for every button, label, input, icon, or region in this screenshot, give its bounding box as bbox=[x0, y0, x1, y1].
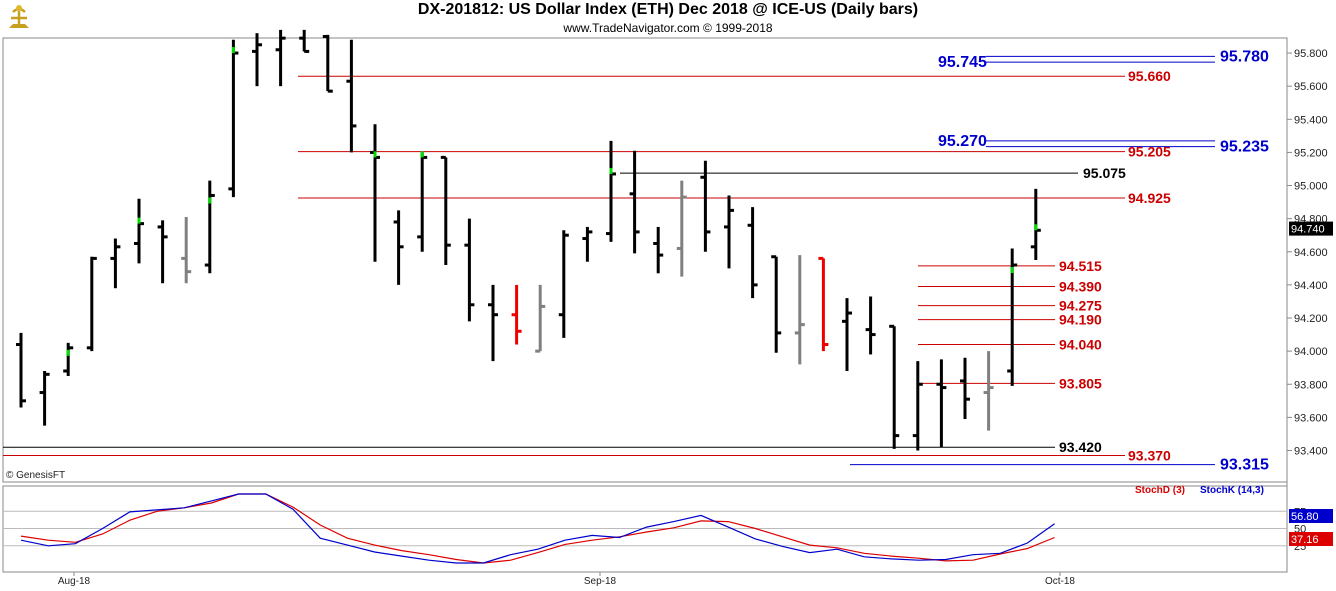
chart-title: DX-201812: US Dollar Index (ETH) Dec 201… bbox=[417, 1, 919, 18]
y-tick-label: 93.800 bbox=[1294, 379, 1328, 391]
level-label: 95.745 bbox=[938, 54, 987, 71]
stochK-value: 56.80 bbox=[1291, 511, 1319, 523]
tradenavigator-logo-icon bbox=[3, 2, 35, 32]
y-tick-label: 95.600 bbox=[1294, 81, 1328, 93]
stochK-value-box bbox=[1289, 509, 1333, 523]
level-label: 93.805 bbox=[1059, 375, 1102, 391]
x-tick-label: Sep-18 bbox=[584, 576, 617, 587]
level-label: 93.370 bbox=[1128, 447, 1171, 463]
x-tick-label: Oct-18 bbox=[1045, 576, 1075, 587]
level-label: 95.270 bbox=[938, 133, 987, 150]
y-tick-label: 95.000 bbox=[1294, 181, 1328, 193]
stochD-value: 37.16 bbox=[1291, 534, 1319, 546]
y-tick-label: 93.400 bbox=[1294, 446, 1328, 458]
genesis-watermark: © GenesisFT bbox=[6, 470, 65, 481]
last-price-label: 94.740 bbox=[1291, 224, 1325, 236]
y-tick-label: 93.600 bbox=[1294, 412, 1328, 424]
level-label: 94.515 bbox=[1059, 258, 1102, 274]
stoch-legend-k: StochK (14,3) bbox=[1200, 485, 1264, 496]
level-label: 95.075 bbox=[1083, 165, 1126, 181]
chart-subtitle: www.TradeNavigator.com © 1999-2018 bbox=[563, 21, 773, 35]
y-tick-label: 95.200 bbox=[1294, 147, 1328, 159]
level-label: 95.235 bbox=[1220, 139, 1269, 156]
level-label: 94.390 bbox=[1059, 279, 1102, 295]
x-tick-label: Aug-18 bbox=[58, 576, 91, 587]
price-panel bbox=[2, 37, 1288, 483]
level-label: 94.190 bbox=[1059, 312, 1102, 328]
y-tick-label: 94.600 bbox=[1294, 247, 1328, 259]
level-label: 95.205 bbox=[1128, 144, 1171, 160]
level-label: 94.925 bbox=[1128, 190, 1171, 206]
stochD-value-box bbox=[1289, 532, 1333, 546]
stochK-line bbox=[20, 493, 1055, 564]
level-label: 94.275 bbox=[1059, 298, 1102, 314]
last-price-box bbox=[1289, 221, 1333, 236]
stochD-line bbox=[20, 493, 1055, 564]
y-tick-label: 94.200 bbox=[1294, 313, 1328, 325]
level-label: 95.780 bbox=[1220, 48, 1269, 65]
y-tick-label: 95.800 bbox=[1294, 48, 1328, 60]
y-tick-label: 94.400 bbox=[1294, 280, 1328, 292]
stoch-legend-d: StochD (3) bbox=[1135, 485, 1185, 496]
y-tick-label: 95.400 bbox=[1294, 114, 1328, 126]
level-label: 95.660 bbox=[1128, 68, 1171, 84]
y-tick-label: 94.000 bbox=[1294, 346, 1328, 358]
level-label: 93.315 bbox=[1220, 457, 1269, 474]
level-label: 93.420 bbox=[1059, 439, 1102, 455]
level-label: 94.040 bbox=[1059, 337, 1102, 353]
